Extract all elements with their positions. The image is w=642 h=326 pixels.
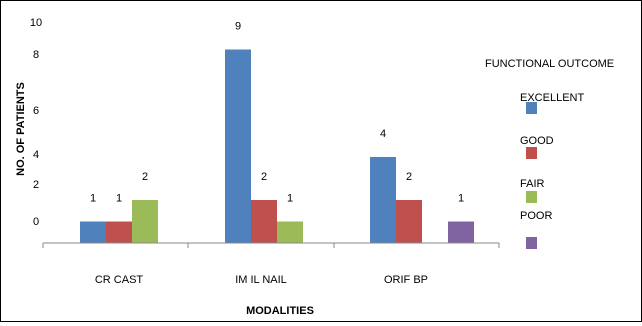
- data-label: 1: [90, 193, 96, 205]
- legend-swatch-fair: [526, 191, 537, 203]
- legend-label-poor: POOR: [520, 210, 552, 222]
- data-label: 2: [261, 171, 267, 183]
- data-label: 9: [235, 21, 241, 33]
- y-tick-label: 10: [30, 17, 42, 29]
- category-label: IM IL NAIL: [235, 274, 287, 286]
- legend-swatch-excellent: [526, 102, 537, 114]
- y-tick-label: 4: [33, 149, 39, 161]
- x-axis-tick-marks: [42, 243, 500, 248]
- data-label: 1: [116, 193, 122, 205]
- y-tick-label: 0: [33, 216, 39, 228]
- category-label: CR CAST: [95, 274, 144, 286]
- legend-title: FUNCTIONAL OUTCOME: [485, 58, 614, 70]
- bar-chart: 10 8 6 4 2 0 1 9 4 1 2 2 2 1 1 CR CAST IM IL NAIL ORIF …: [15, 17, 614, 317]
- bar-fair-1: [277, 221, 303, 243]
- bar-good-1: [251, 200, 277, 243]
- x-axis-title: MODALITIES: [246, 305, 314, 317]
- category-label: ORIF BP: [384, 274, 428, 286]
- bars: [80, 49, 474, 243]
- bar-excellent-0: [80, 221, 106, 243]
- bar-excellent-1: [225, 49, 251, 243]
- y-tick-label: 8: [33, 49, 39, 61]
- y-axis-ticks: 10 8 6 4 2 0: [30, 17, 42, 228]
- category-labels: CR CAST IM IL NAIL ORIF BP: [95, 274, 428, 286]
- legend-label-good: GOOD: [520, 135, 554, 147]
- data-label: 2: [406, 171, 412, 183]
- data-label: 1: [458, 193, 464, 205]
- data-label: 1: [287, 193, 293, 205]
- y-axis-title: NO. OF PATIENTS: [15, 82, 27, 176]
- y-tick-label: 2: [33, 179, 39, 191]
- legend-swatch-poor: [526, 237, 537, 249]
- data-labels: 1 9 4 1 2 2 2 1 1: [90, 21, 464, 205]
- legend-label-excellent: EXCELLENT: [520, 92, 584, 104]
- bar-fair-0: [132, 200, 158, 243]
- data-label: 2: [142, 171, 148, 183]
- legend-label-fair: FAIR: [520, 178, 545, 190]
- bar-good-0: [106, 221, 132, 243]
- y-tick-label: 6: [33, 105, 39, 117]
- legend-swatch-good: [526, 147, 537, 159]
- bar-good-2: [396, 200, 422, 243]
- bar-poor-2: [448, 221, 474, 243]
- bar-excellent-2: [370, 157, 396, 243]
- legend: EXCELLENT GOOD FAIR POOR: [520, 92, 584, 249]
- data-label: 4: [380, 128, 386, 140]
